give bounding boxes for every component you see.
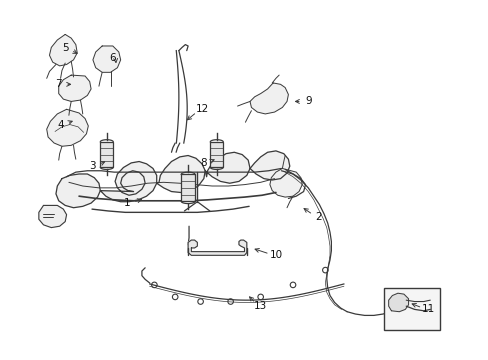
Bar — [181, 175, 195, 201]
Polygon shape — [249, 83, 288, 114]
Polygon shape — [100, 162, 156, 202]
Polygon shape — [59, 75, 91, 102]
Text: 10: 10 — [269, 250, 282, 260]
Polygon shape — [93, 46, 121, 72]
Text: 9: 9 — [305, 96, 311, 107]
Bar — [383, 288, 439, 330]
Bar — [100, 142, 113, 167]
Polygon shape — [205, 152, 249, 183]
Text: 13: 13 — [254, 301, 267, 311]
Text: 7: 7 — [55, 79, 62, 89]
Polygon shape — [249, 151, 289, 180]
Polygon shape — [188, 240, 246, 255]
Polygon shape — [56, 174, 100, 208]
Text: 11: 11 — [421, 305, 434, 314]
Text: 2: 2 — [314, 212, 321, 222]
Bar — [210, 142, 223, 167]
Text: 4: 4 — [57, 120, 64, 130]
Text: 1: 1 — [123, 198, 130, 208]
Polygon shape — [49, 35, 77, 66]
Polygon shape — [47, 109, 88, 146]
Polygon shape — [269, 168, 302, 197]
Text: 6: 6 — [109, 53, 116, 63]
Text: 12: 12 — [195, 104, 208, 114]
Polygon shape — [156, 156, 205, 193]
Text: 5: 5 — [62, 43, 68, 53]
Polygon shape — [388, 293, 407, 312]
Text: 8: 8 — [200, 158, 207, 168]
Polygon shape — [39, 206, 66, 228]
Text: 3: 3 — [89, 161, 96, 171]
